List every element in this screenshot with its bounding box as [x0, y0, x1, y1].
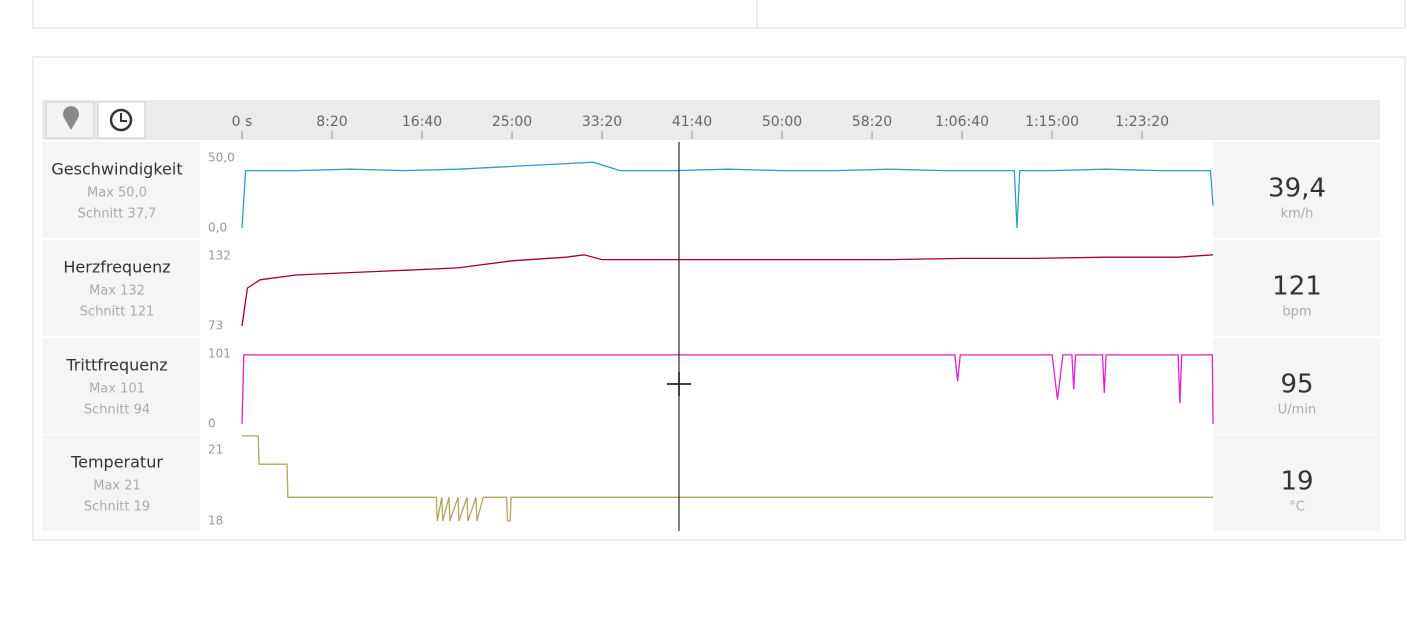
- max-label: Max 50,0: [87, 186, 147, 201]
- map-button[interactable]: [45, 101, 95, 139]
- avg-label: Schnitt 19: [84, 500, 150, 515]
- y-tick-label: 50,0: [208, 150, 235, 164]
- current-value: 39,4: [1268, 174, 1326, 204]
- avg-label: Schnitt 37,7: [78, 207, 157, 222]
- max-label: Max 101: [89, 382, 145, 397]
- x-tick-label: 0 s: [232, 114, 253, 130]
- x-tick-label: 58:20: [852, 114, 892, 130]
- avg-label: Schnitt 121: [80, 305, 155, 320]
- plot-area: [200, 142, 1213, 238]
- current-value: 121: [1272, 272, 1322, 302]
- unit: km/h: [1281, 207, 1314, 222]
- x-tick-label: 16:40: [402, 114, 442, 130]
- y-tick-label: 0,0: [208, 221, 227, 235]
- x-tick-label: 25:00: [492, 114, 532, 130]
- value-cell: [1213, 435, 1380, 531]
- y-tick-label: 132: [208, 249, 231, 263]
- value-cell: [1213, 142, 1380, 238]
- x-tick-label: 8:20: [316, 114, 347, 130]
- y-tick-label: 73: [208, 319, 223, 333]
- label-cell: [42, 338, 200, 434]
- time-button[interactable]: [97, 101, 146, 139]
- data-line: [241, 354, 1214, 424]
- unit: bpm: [1282, 305, 1311, 320]
- value-cell: [1213, 240, 1380, 336]
- unit: U/min: [1278, 403, 1316, 418]
- value-cell: [1213, 338, 1380, 434]
- toolbar: [42, 100, 1380, 140]
- label-cell: [42, 142, 200, 238]
- metric-name: Trittfrequenz: [65, 356, 167, 375]
- data-line: [241, 161, 1214, 229]
- x-tick-label: 33:20: [582, 114, 622, 130]
- metric-name: Temperatur: [70, 453, 163, 472]
- max-label: Max 132: [89, 284, 145, 299]
- data-line: [241, 254, 1214, 327]
- label-cell: [42, 435, 200, 531]
- metric-name: Geschwindigkeit: [51, 160, 182, 179]
- current-value: 95: [1280, 370, 1313, 400]
- y-tick-label: 18: [208, 513, 223, 527]
- current-value: 19: [1280, 467, 1313, 497]
- plot-area: [200, 435, 1213, 531]
- crosshair: [667, 372, 691, 396]
- x-tick-label: 1:23:20: [1115, 114, 1169, 130]
- avg-label: Schnitt 94: [84, 403, 150, 418]
- data-line: [242, 435, 1213, 522]
- label-cell: [42, 240, 200, 336]
- plot-area: [200, 240, 1213, 336]
- metric-name: Herzfrequenz: [63, 258, 170, 277]
- x-tick-label: 41:40: [672, 114, 712, 130]
- x-tick-label: 50:00: [762, 114, 802, 130]
- max-label: Max 21: [93, 479, 141, 494]
- y-tick-label: 101: [208, 347, 231, 361]
- plot-area: [200, 338, 1213, 434]
- y-tick-label: 0: [208, 416, 216, 430]
- y-tick-label: 21: [208, 443, 223, 457]
- x-tick-label: 1:06:40: [935, 114, 989, 130]
- unit: °C: [1289, 500, 1305, 515]
- top-panel: [32, 0, 1406, 29]
- x-tick-label: 1:15:00: [1025, 114, 1079, 130]
